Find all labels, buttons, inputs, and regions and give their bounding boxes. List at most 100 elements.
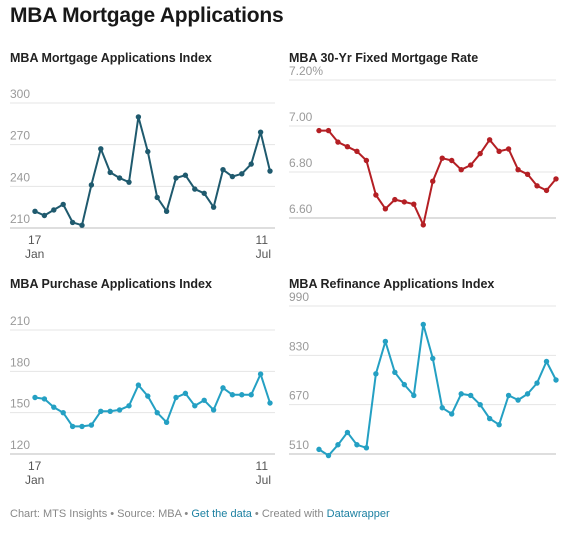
page-title: MBA Mortgage Applications [10,4,284,27]
data-point [449,157,455,164]
data-point [257,371,264,377]
y-tick-label: 210 [10,314,30,328]
chart-footer: Chart: MTS Insights • Source: MBA • Get … [10,508,390,520]
data-point [363,157,370,164]
data-point [41,212,48,219]
data-point [32,394,38,401]
data-point [248,392,254,398]
data-point [449,411,455,417]
data-point [316,127,322,134]
x-tick-label: 17 [28,459,42,473]
data-point [248,161,254,167]
datawrapper-link[interactable]: Datawrapper [326,508,390,520]
data-point [411,201,417,207]
data-point [210,407,217,413]
y-tick-label: 7.00 [289,110,313,124]
data-point [192,186,198,192]
panel-title-refinance: MBA Refinance Applications Index [289,277,495,291]
y-tick-label: 120 [10,438,30,452]
panel-title-rate: MBA 30-Yr Fixed Mortgage Rate [289,51,479,65]
data-point [126,179,132,185]
y-tick-label: 150 [10,397,30,411]
data-point [543,358,550,365]
data-point [229,392,236,398]
y-tick-label: 270 [10,129,30,143]
y-tick-label: 7.20% [289,64,323,78]
data-point [126,403,132,409]
panel-title-purchase: MBA Purchase Applications Index [10,277,212,291]
data-point [420,321,426,328]
series-line [34,115,271,227]
data-point [382,338,389,345]
y-tick-label: 830 [289,339,309,353]
data-point [401,381,408,388]
data-point [411,392,417,399]
x-tick-label: Jul [256,473,271,487]
data-point [145,148,151,155]
data-point [173,394,179,401]
chart-panel-3: 990 830 670 510 [289,290,559,459]
data-point [373,371,379,377]
x-tick-label: Jul [256,247,271,261]
data-point [210,204,217,210]
y-tick-label: 6.60 [289,202,313,216]
data-point [553,377,559,383]
data-point [458,167,464,173]
y-tick-label: 6.80 [289,156,313,170]
data-point [267,168,273,174]
data-point [116,407,123,413]
data-point [267,400,273,406]
data-point [543,187,550,194]
data-point [182,172,189,178]
data-point [154,194,160,201]
data-point [401,199,408,205]
data-point [239,171,245,177]
get-the-data-link[interactable]: Get the data [191,508,252,520]
data-point [335,442,341,448]
data-point [107,408,113,414]
data-point [467,162,474,168]
data-point [486,137,493,143]
data-point [192,403,198,409]
data-point [201,190,207,196]
data-point [239,392,245,398]
data-point [32,208,38,215]
data-point [60,201,66,208]
data-point [69,423,76,430]
data-point [363,445,370,451]
data-point [220,166,226,173]
y-tick-label: 180 [10,355,30,369]
data-point [88,422,95,428]
footer-created: • Created with [251,508,327,520]
series-line [319,129,557,226]
data-point [467,392,474,399]
x-tick-label: Jan [25,247,44,261]
data-point [496,422,502,428]
x-tick-label: 11 [256,233,269,247]
data-point [325,127,332,134]
data-point [505,146,512,152]
footer-source: Chart: MTS Insights • Source: MBA • [10,508,192,520]
data-point [354,148,360,154]
data-point [430,178,436,184]
data-point [496,148,502,154]
y-tick-label: 510 [289,438,309,452]
x-tick-label: 11 [256,459,269,473]
data-point [420,222,426,228]
data-point [534,380,540,386]
data-point [392,369,398,375]
data-point [145,393,151,399]
data-point [79,423,85,430]
y-tick-label: 240 [10,170,30,184]
y-tick-label: 990 [289,290,309,304]
data-point [229,173,236,180]
x-tick-label: 17 [28,233,42,247]
data-point [382,206,389,212]
data-point [201,397,207,403]
data-point [325,452,332,459]
data-point [88,182,95,188]
data-point [439,155,445,161]
data-point [439,405,445,411]
